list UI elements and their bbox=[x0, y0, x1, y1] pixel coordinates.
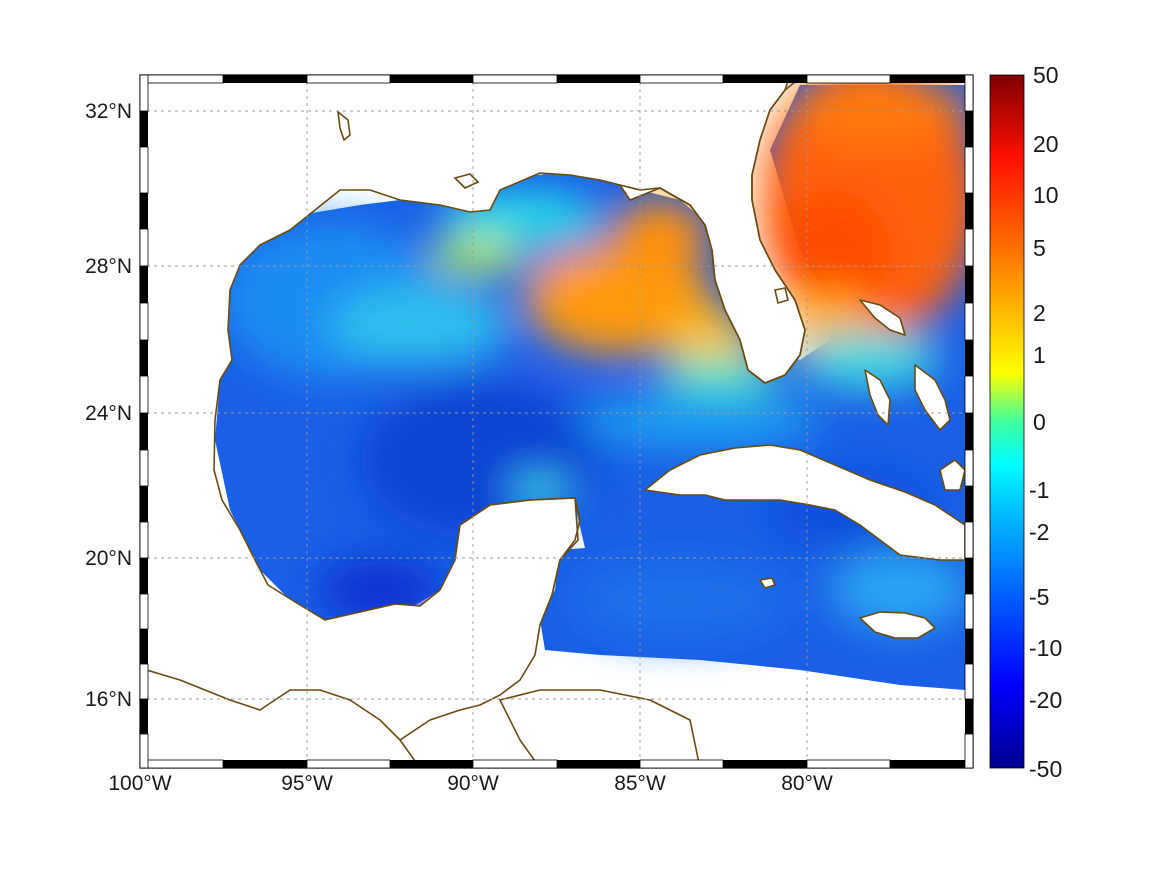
lon-axis-labels: 100°W 95°W 90°W 85°W 80°W bbox=[108, 772, 833, 795]
colorbar-label: -10 bbox=[1029, 635, 1062, 661]
landmasses bbox=[140, 75, 966, 768]
coast-small-island-1 bbox=[337, 111, 351, 141]
coast-bahamas-1 bbox=[859, 299, 906, 336]
colorbar-label: 5 bbox=[1033, 235, 1046, 261]
lat-label-28n: 28°N bbox=[85, 255, 132, 278]
colorbar: 50 20 10 5 2 1 0 -1 -2 -5 -10 -20 -50 bbox=[989, 62, 1062, 782]
coast-central-america bbox=[140, 667, 421, 768]
lat-label-16n: 16°N bbox=[85, 688, 132, 711]
coast-jamaica bbox=[859, 611, 936, 639]
coast-yucatan bbox=[459, 497, 581, 626]
data-field bbox=[215, 75, 973, 690]
lat-axis-labels: 32°N 28°N 24°N 20°N 16°N bbox=[85, 100, 132, 711]
lon-label-80w: 80°W bbox=[781, 772, 833, 795]
coast-florida bbox=[619, 77, 806, 384]
coast-cuba bbox=[644, 444, 966, 561]
colorbar-label: -5 bbox=[1029, 584, 1049, 610]
lat-label-32n: 32°N bbox=[85, 100, 132, 123]
coast-lake-1 bbox=[453, 173, 480, 189]
colorbar-labels: 50 20 10 5 2 1 0 -1 -2 -5 -10 -20 -50 bbox=[1029, 62, 1062, 782]
lon-label-100w: 100°W bbox=[108, 772, 171, 795]
colorbar-gradient bbox=[989, 74, 1025, 769]
ocean-field-base bbox=[215, 85, 965, 690]
coast-honduras bbox=[499, 689, 701, 768]
colorbar-label: 0 bbox=[1033, 409, 1046, 435]
lat-label-24n: 24°N bbox=[85, 402, 132, 425]
colorbar-label: 2 bbox=[1033, 300, 1046, 326]
colorbar-label: -50 bbox=[1029, 756, 1062, 782]
colorbar-label: 1 bbox=[1033, 342, 1046, 368]
colorbar-label: -1 bbox=[1029, 477, 1049, 503]
coast-bahamas-3 bbox=[914, 364, 951, 431]
coast-isle-of-youth bbox=[759, 577, 776, 589]
colorbar-label: 20 bbox=[1033, 131, 1059, 157]
map-frame bbox=[139, 74, 974, 769]
ocean-field-blobs bbox=[220, 75, 973, 640]
colorbar-label: -2 bbox=[1029, 519, 1049, 545]
graticule bbox=[140, 75, 973, 768]
lon-label-85w: 85°W bbox=[614, 772, 666, 795]
colorbar-label: -20 bbox=[1029, 687, 1062, 713]
coast-lake-okeechobee bbox=[774, 287, 789, 305]
colorbar-label: 50 bbox=[1033, 62, 1059, 88]
coast-bahamas-4 bbox=[939, 459, 966, 491]
lon-label-95w: 95°W bbox=[281, 772, 333, 795]
coast-bahamas-2 bbox=[864, 369, 891, 426]
lon-label-90w: 90°W bbox=[447, 772, 499, 795]
lat-label-20n: 20°N bbox=[85, 547, 132, 570]
colorbar-label: 10 bbox=[1033, 182, 1059, 208]
